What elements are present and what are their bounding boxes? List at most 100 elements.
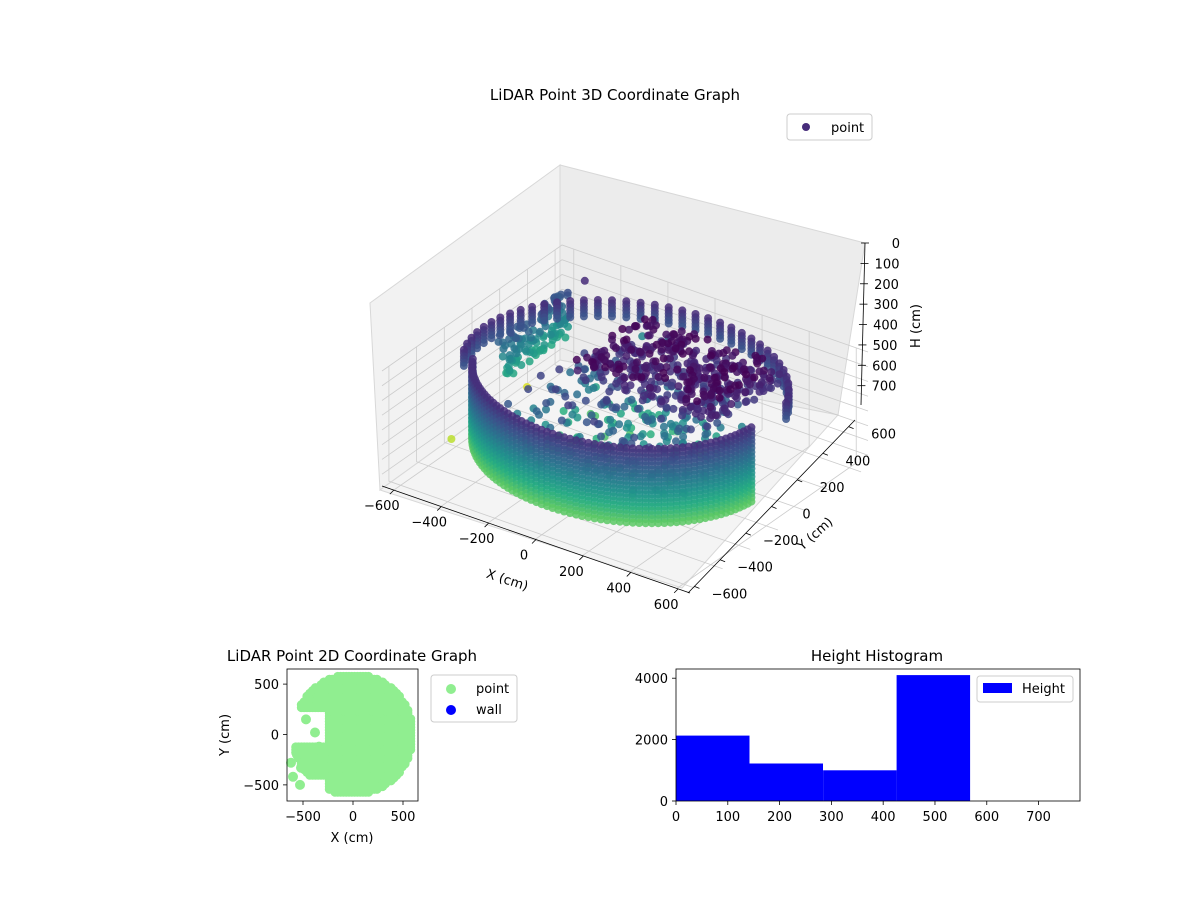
point-3d [559,407,568,415]
point-3d [715,386,724,395]
point-3d [568,410,577,419]
point-3d [631,365,640,373]
point-3d [542,405,550,414]
x-tick-label-histogram: 500 [923,810,948,825]
point-3d [693,397,702,406]
point-3d [627,345,636,354]
x-tick-label-histogram: 700 [1026,810,1051,825]
point-3d [525,357,534,366]
point-3d [622,313,631,322]
point-3d [753,359,762,368]
point-3d [713,418,722,427]
point-2d [295,779,305,790]
y-tick-3d [797,479,803,483]
point-3d [597,432,605,441]
h-tick-label-3d: 300 [874,298,899,313]
point-3d [618,325,627,333]
x-tick-label-2d: 500 [391,810,416,825]
point-3d [700,392,709,401]
point-3d [616,409,625,418]
point-3d [620,402,629,411]
point-3d [516,322,525,331]
legend-histogram-frame [976,675,1074,703]
point-3d [542,399,551,408]
point-3d [579,312,588,321]
x-axis-label-3d: X (cm) [484,567,530,595]
ticks-histogram: 0 100 200 300 400 500 600 700 0 2000 4000 [635,672,1051,825]
point-3d [758,354,767,363]
legend-histogram-swatch [983,683,1012,693]
h-tick-label-3d: 100 [875,257,900,272]
y-tick-3d [848,426,854,430]
chart-2d-title: LiDAR Point 2D Coordinate Graph [227,647,477,665]
point-3d [654,373,663,381]
point-3d [641,519,650,528]
x-tick-label-3d: −600 [364,499,400,514]
point-3d [590,362,598,371]
point-2d [288,771,298,782]
h-tick-label-3d: 200 [874,278,899,293]
point-3d [667,381,676,390]
point-3d [716,334,725,343]
y-tick-label-histogram: 0 [660,795,668,810]
plot-frame-2d [286,668,419,802]
x-tick-3d [531,539,537,544]
point-3d [672,518,681,527]
point-3d [677,327,686,336]
point-3d [498,352,507,361]
point-3d [755,387,764,396]
legend-2d-wall-label: wall [476,703,502,718]
point-3d [664,319,673,328]
point-3d [669,404,678,413]
point-3d [666,518,675,527]
x-tick-label-3d: 600 [654,598,679,613]
point-3d [685,347,694,356]
point-3d [590,514,599,523]
y-tick-label-3d: 600 [871,428,896,443]
legend-2d[interactable]: point wall [430,674,518,723]
point-3d [597,373,606,381]
point-3d [660,432,669,440]
x-tick-label-3d: −200 [459,532,495,547]
point-3d [706,351,715,360]
chart-histogram: Height Histogram 0 100 200 300 400 500 600 7000… [635,647,1081,825]
point-3d [532,407,541,416]
grid-line-x [628,331,810,573]
point-3d [600,356,609,364]
y-tick-label-3d: −600 [712,587,748,602]
point-3d [593,312,602,321]
point-3d [487,334,496,343]
legend-2d-point-marker [446,684,456,694]
point-3d [671,344,680,353]
point-3d [638,332,647,341]
x-tick-label-histogram: 0 [672,810,680,825]
y-axis-label-3d: Y (cm) [794,515,836,555]
point-3d [606,415,615,424]
point-3d [745,380,754,389]
point-3d [584,385,593,394]
point-3d [609,517,618,526]
point-3d [657,414,666,423]
point-3d [505,366,514,375]
point-2d [304,694,314,705]
point-3d [505,355,514,364]
point-3d [561,392,570,401]
point-2d [406,714,416,724]
point-3d [637,373,646,382]
point-3d [628,518,637,527]
point-3d [647,391,656,400]
point-3d [755,381,764,390]
point-3d [660,519,669,527]
point-3d [679,432,688,441]
point-3d [755,367,764,376]
point-3d [580,365,589,374]
legend-3d[interactable]: point [786,113,873,141]
point-3d [506,328,515,337]
legend-histogram[interactable]: Height [976,675,1074,703]
point-3d [682,398,691,407]
point-3d [673,365,682,374]
histogram-bars [676,675,971,801]
point-2d [296,762,306,773]
point-3d [678,349,687,358]
